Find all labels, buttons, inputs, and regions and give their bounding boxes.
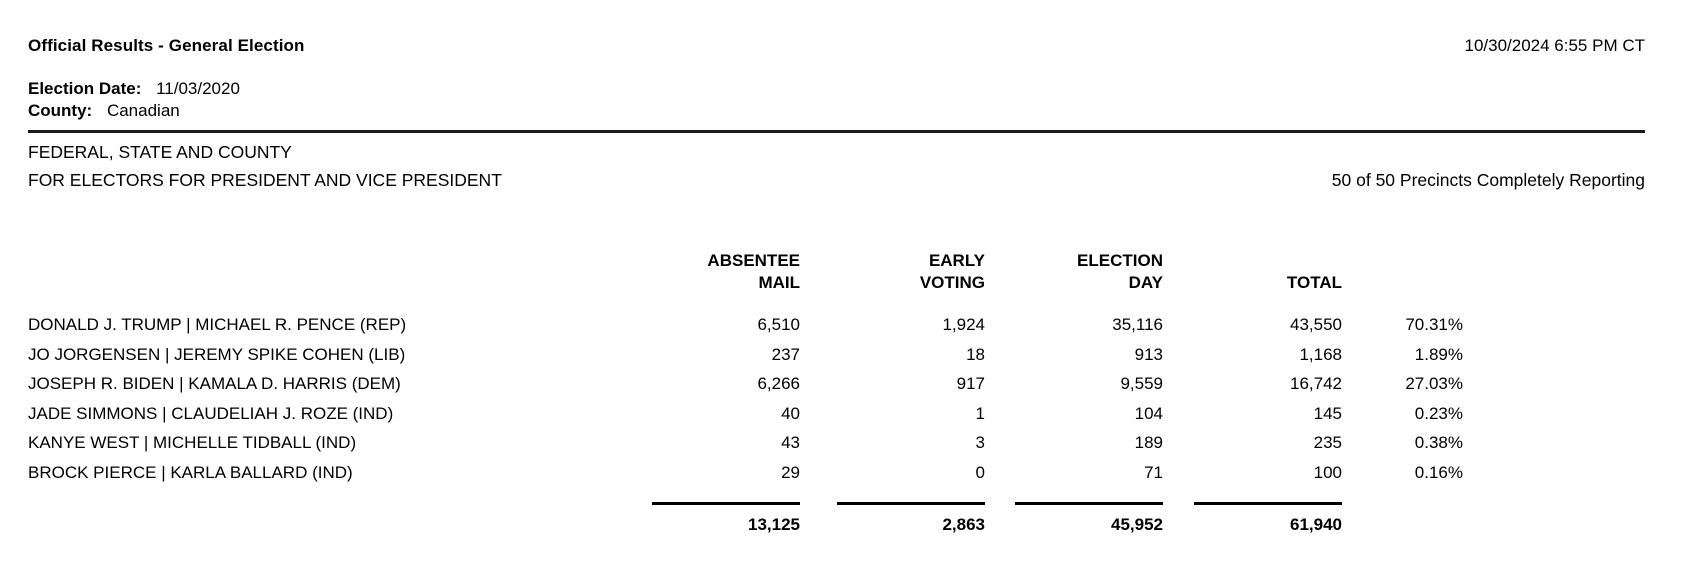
totals-row: 13,125 2,863 45,952 61,940 [28, 512, 1645, 538]
results-table: ABSENTEE MAIL EARLY VOTING ELECTION DAY … [28, 250, 1645, 538]
absentee-mail-value: 43 [781, 433, 800, 452]
candidate-name: BROCK PIERCE | KARLA BALLARD (IND) [28, 462, 353, 482]
election-day-header-line1: ELECTION [1077, 251, 1163, 270]
early-header-line1: EARLY [928, 251, 985, 270]
candidate-name: JADE SIMMONS | CLAUDELIAH J. ROZE (IND) [28, 403, 394, 423]
percent-value: 0.16% [1414, 462, 1463, 482]
percent-value: 0.38% [1414, 433, 1463, 452]
county-value: Canadian [106, 101, 180, 120]
percent-value: 1.89% [1414, 344, 1463, 364]
absentee-mail-value: 29 [781, 462, 800, 482]
election-day-total-rule [985, 492, 1163, 510]
total-value: 16,742 [1290, 374, 1342, 393]
total-value: 235 [1313, 433, 1342, 452]
election-day-value: 9,559 [1120, 374, 1163, 393]
precincts-status: 50 of 50 Precincts Completely Reporting [1331, 170, 1645, 190]
total-column-header: TOTAL [1163, 272, 1342, 294]
report-header: Official Results - General Election 10/3… [28, 36, 1645, 56]
election-day-value: 35,116 [1112, 315, 1163, 334]
race-category: FEDERAL, STATE AND COUNTY [28, 142, 292, 162]
absentee-header-line2: MAIL [758, 273, 800, 292]
early-voting-value: 917 [956, 374, 985, 393]
candidate-name: DONALD J. TRUMP | MICHAEL R. PENCE (REP) [28, 315, 407, 334]
table-header-row: ABSENTEE MAIL EARLY VOTING ELECTION DAY … [28, 250, 1645, 294]
report-timestamp: 10/30/2024 6:55 PM CT [1464, 36, 1645, 55]
table-row: KANYE WEST | MICHELLE TIDBALL (IND) 43 3… [28, 428, 1645, 458]
early-voting-value: 1,924 [942, 315, 985, 334]
early-voting-value: 3 [975, 433, 985, 452]
total-header-line2: TOTAL [1286, 273, 1342, 292]
candidate-name: KANYE WEST | MICHELLE TIDBALL (IND) [28, 433, 357, 452]
absentee-mail-total: 13,125 [748, 515, 800, 534]
early-voting-total: 2,863 [942, 515, 985, 534]
table-row: JOSEPH R. BIDEN | KAMALA D. HARRIS (DEM)… [28, 369, 1645, 399]
percent-value: 27.03% [1405, 374, 1463, 393]
election-day-header-line2: DAY [1128, 273, 1163, 292]
early-total-rule [800, 492, 985, 510]
early-voting-value: 18 [966, 344, 985, 364]
race-title: FOR ELECTORS FOR PRESIDENT AND VICE PRES… [28, 170, 502, 190]
table-row: JO JORGENSEN | JEREMY SPIKE COHEN (LIB) … [28, 340, 1645, 370]
absentee-mail-value: 6,266 [757, 374, 800, 393]
header-divider [28, 130, 1645, 133]
total-value: 1,168 [1299, 344, 1342, 364]
absentee-header-line1: ABSENTEE [707, 251, 800, 270]
total-total-rule [1163, 492, 1342, 510]
election-date-line: Election Date: 11/03/2020 [28, 78, 1645, 100]
header-body-gap [28, 294, 1645, 310]
table-row: DONALD J. TRUMP | MICHAEL R. PENCE (REP)… [28, 310, 1645, 340]
election-date-value: 11/03/2020 [156, 79, 240, 98]
absentee-total-rule [550, 492, 800, 510]
early-voting-column-header: EARLY VOTING [800, 250, 985, 294]
election-day-value: 189 [1134, 433, 1163, 452]
absentee-mail-value: 237 [771, 344, 800, 364]
total-value: 100 [1313, 462, 1342, 482]
absentee-mail-column-header: ABSENTEE MAIL [550, 250, 800, 294]
election-day-total: 45,952 [1111, 515, 1163, 534]
total-value: 43,550 [1290, 315, 1342, 334]
election-meta: Election Date: 11/03/2020 County: Canadi… [28, 78, 1645, 122]
candidate-name: JO JORGENSEN | JEREMY SPIKE COHEN (LIB) [28, 344, 406, 364]
absentee-mail-value: 6,510 [757, 315, 800, 334]
percent-value: 0.23% [1414, 403, 1463, 423]
total-value: 145 [1313, 403, 1342, 423]
page-title: Official Results - General Election [28, 36, 305, 55]
early-voting-value: 0 [975, 462, 985, 482]
election-day-value: 104 [1134, 403, 1163, 423]
race-title-line: FOR ELECTORS FOR PRESIDENT AND VICE PRES… [28, 168, 1645, 192]
election-date-label: Election Date: [28, 79, 142, 98]
candidate-name: JOSEPH R. BIDEN | KAMALA D. HARRIS (DEM) [28, 374, 401, 393]
table-row: BROCK PIERCE | KARLA BALLARD (IND) 29 0 … [28, 458, 1645, 488]
absentee-mail-value: 40 [781, 403, 800, 423]
county-label: County: [28, 101, 93, 120]
percent-value: 70.31% [1405, 315, 1463, 334]
totals-rule-row [28, 492, 1645, 510]
table-row: JADE SIMMONS | CLAUDELIAH J. ROZE (IND) … [28, 399, 1645, 429]
election-day-value: 913 [1134, 344, 1163, 364]
early-header-line2: VOTING [919, 273, 985, 292]
election-day-value: 71 [1144, 462, 1163, 482]
grand-total: 61,940 [1290, 515, 1342, 534]
early-voting-value: 1 [975, 403, 985, 423]
election-day-column-header: ELECTION DAY [985, 250, 1163, 294]
county-line: County: Canadian [28, 100, 1645, 122]
